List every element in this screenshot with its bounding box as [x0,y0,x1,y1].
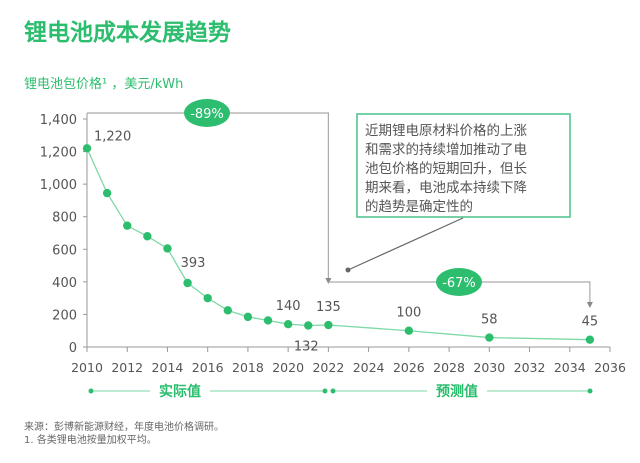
data-point [143,232,152,241]
callout-text: 池包价格的短期回升，但长 [365,161,527,177]
data-label: 100 [396,306,421,321]
callout-text: 的趋势是确定性的 [365,199,473,215]
data-point [243,312,253,322]
callout-box [356,113,571,218]
y-tick-label: 1,200 [40,146,77,161]
legend-dot [322,388,328,394]
callout-pointer-dot [345,267,351,273]
x-tick-label: 2022 [312,360,344,375]
data-point [102,188,112,198]
legend-dot [587,388,593,394]
y-tick-label: 200 [52,308,77,323]
x-tick-label: 2014 [152,360,184,375]
data-label: 58 [481,313,498,328]
x-tick-label: 2024 [353,360,385,375]
data-point [283,320,293,329]
data-point [485,333,494,342]
legend-label: 预测值 [436,383,478,400]
change-badge [436,268,482,296]
legend-label: 实际值 [159,383,201,400]
callout-text: 和需求的持续增加推动了电 [365,142,527,158]
y-tick-label: 1,400 [40,113,77,128]
x-tick-label: 2018 [232,360,264,375]
y-tick-label: 400 [52,276,77,291]
arrow-down-icon [586,302,593,308]
data-point [183,278,192,288]
data-label: 135 [316,300,341,315]
data-point [304,321,313,330]
data-label: 1,220 [94,129,131,144]
y-tick-label: 1,000 [40,178,77,193]
data-point [123,221,132,230]
x-tick-label: 2020 [272,360,304,375]
data-label: 132 [294,340,319,355]
y-axis-label: 锂电池包价格¹ ，美元/kWh [24,76,183,92]
bracket-67 [328,281,591,302]
chart-title: 锂电池成本发展趋势 [24,19,231,46]
callout-pointer [347,217,464,271]
legend-dot [88,388,94,394]
footnote: 1. 各类锂电池按量加权平均。 [24,433,157,446]
data-point [163,244,172,253]
data-point [324,320,333,330]
x-tick-label: 2016 [192,360,224,375]
x-tick-label: 2026 [393,360,425,375]
data-label: 393 [181,256,206,271]
x-tick-label: 2028 [433,360,465,375]
arrow-down-icon [325,278,332,284]
change-badge-label: -67% [442,276,476,291]
data-point [263,316,273,325]
x-tick-label: 2012 [111,360,143,375]
data-point [585,335,595,344]
x-tick-label: 2034 [554,360,586,375]
y-tick-label: 0 [69,341,77,356]
x-tick-label: 2036 [594,360,626,375]
series-line [86,148,590,341]
data-label: 45 [582,315,599,330]
change-badge [184,99,230,127]
bracket-89 [87,112,329,278]
data-point [82,144,92,153]
y-tick-label: 600 [52,243,77,258]
change-badge-label: -89% [190,107,224,122]
y-tick-label: 800 [52,211,77,226]
source-note: 来源：彭博新能源财经，年度电池价格调研。 [24,420,224,433]
data-point [223,306,233,315]
x-tick-label: 2010 [71,360,103,375]
callout-text: 近期锂电原材料价格的上涨 [365,123,527,139]
x-tick-label: 2032 [514,360,546,375]
data-label: 140 [276,299,301,314]
data-point [404,326,414,335]
x-tick-label: 2030 [473,360,505,375]
callout-text: 期来看，电池成本持续下降 [365,180,527,196]
legend-dot [330,388,336,394]
data-point [203,293,212,303]
